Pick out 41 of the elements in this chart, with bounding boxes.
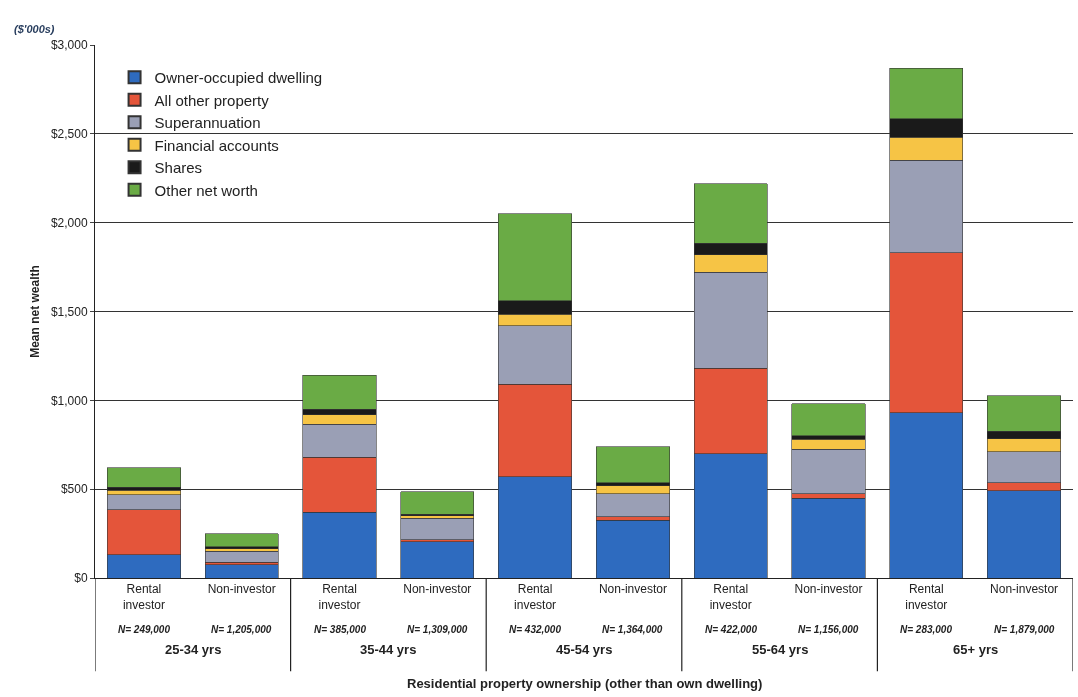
y-tick-label: $2,000	[50, 215, 88, 230]
y-tick-label: $2,500	[50, 127, 88, 142]
y-tick-label: $500	[60, 482, 88, 497]
text: N= 1,156,000	[798, 624, 859, 635]
text: ($'000s)	[14, 23, 55, 35]
text: 55-64 yrs	[752, 642, 809, 657]
text: 65+ yrs	[953, 642, 999, 657]
x-tick-label: Rental investor	[514, 582, 557, 612]
x-tick-label: Rental investor	[709, 582, 752, 612]
text: N= 385,000	[314, 624, 367, 635]
x-tick-label: Rental investor	[318, 582, 361, 612]
x-tick-label: Rental investor	[122, 582, 165, 612]
text: N= 422,000	[705, 624, 758, 635]
y-tick-label: $1,000	[50, 393, 88, 408]
legend-label: Superannuation	[154, 114, 261, 132]
x-axis-title: Residential property ownership (other than own dwelling)	[407, 676, 763, 691]
text: N= 432,000	[509, 624, 562, 635]
text: N= 1,879,000	[994, 624, 1055, 635]
y-axis-title: Mean net wealth	[28, 265, 43, 358]
x-tick-label: Rental investor	[905, 582, 948, 612]
x-tick-label: Non-investor	[794, 582, 863, 597]
text: N= 1,205,000	[211, 624, 272, 635]
text: N= 1,309,000	[407, 624, 468, 635]
y-tick-label: $3,000	[50, 38, 88, 53]
text: 45-54 yrs	[556, 642, 613, 657]
text: 35-44 yrs	[360, 642, 417, 657]
legend-label: Other net worth	[154, 181, 258, 199]
text: N= 1,364,000	[602, 624, 663, 635]
legend-label: Shares	[154, 159, 203, 177]
y-tick-label: $1,500	[50, 304, 88, 319]
text: N= 283,000	[900, 624, 953, 635]
y-tick-label: $0	[74, 571, 88, 586]
text: N= 249,000	[118, 624, 171, 635]
legend-label: Owner-occupied dwelling	[154, 69, 323, 87]
text: 25-34 yrs	[165, 642, 222, 657]
legend-label: Financial accounts	[154, 136, 279, 154]
x-tick-label: Non-investor	[598, 582, 667, 597]
x-tick-label: Non-investor	[207, 582, 276, 597]
x-tick-label: Non-investor	[990, 582, 1059, 597]
legend-label: All other property	[154, 91, 270, 109]
x-tick-label: Non-investor	[403, 582, 472, 597]
